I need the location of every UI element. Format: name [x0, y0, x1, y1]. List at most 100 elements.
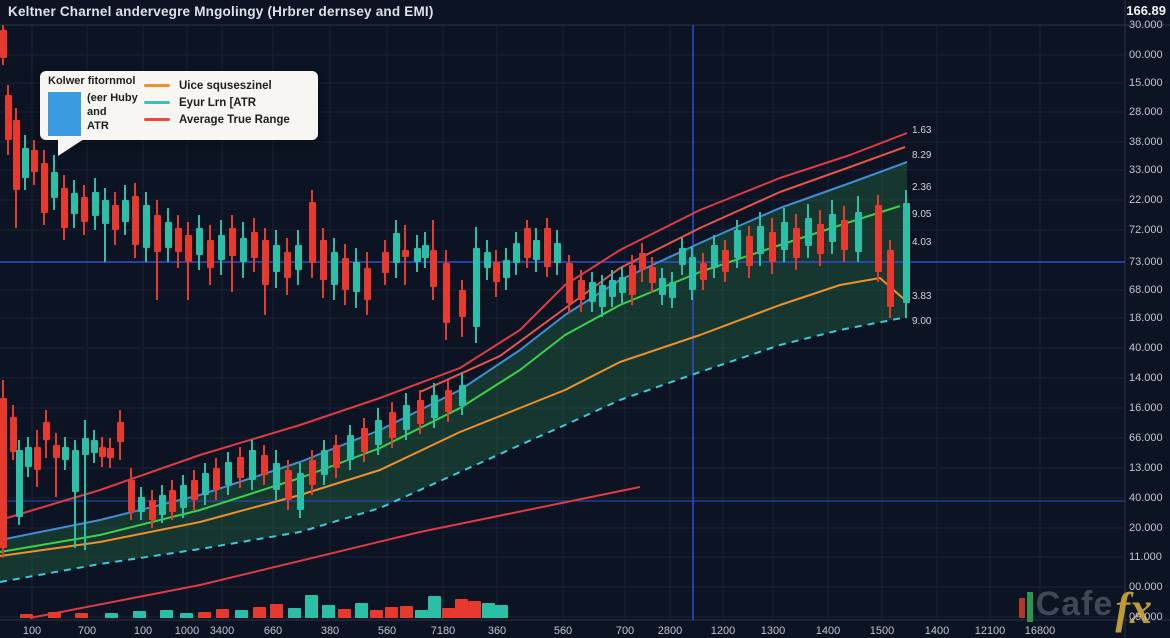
volume-bar: [415, 610, 428, 618]
candle-body: [184, 235, 192, 262]
legend-item[interactable]: Average True Range: [144, 111, 290, 128]
candle-body: [261, 240, 269, 285]
legend-item[interactable]: Eyur Lrn [ATR: [144, 94, 290, 111]
volume-bar: [198, 612, 211, 618]
time-axis-label: 100: [22, 625, 42, 637]
candle-body: [201, 473, 209, 495]
candle-body: [374, 420, 382, 445]
candle-body: [137, 497, 145, 512]
last-price-value: 166.89: [1126, 3, 1166, 18]
candle-body: [116, 422, 124, 442]
time-axis-label: 360: [487, 625, 507, 637]
time-axis-label: 7180: [430, 625, 456, 637]
candle-body: [42, 422, 50, 440]
price-axis-label: 20.000: [1129, 522, 1163, 534]
green-upper-line: [0, 205, 901, 553]
volume-bar: [105, 613, 118, 618]
price-axis-label: 38.000: [1129, 136, 1163, 148]
candle-body: [444, 390, 452, 412]
volume-bar: [455, 599, 468, 618]
price-axis-label: 11.000: [1129, 551, 1162, 563]
price-axis-label: 68.000: [1129, 284, 1163, 296]
candle-body: [840, 220, 848, 250]
candle-body: [710, 245, 718, 268]
candle-body: [341, 258, 349, 290]
volume-bar: [338, 609, 351, 618]
candle-body: [512, 243, 520, 263]
candle-body: [523, 228, 531, 258]
candle-body: [678, 248, 686, 265]
candle-body: [352, 262, 360, 292]
time-axis-label: 380: [320, 625, 340, 637]
legend-line-icon: [144, 101, 170, 104]
price-callout-label: 3.83: [912, 291, 932, 302]
candle-body: [792, 228, 800, 258]
candle-body: [15, 450, 23, 517]
candle-body: [195, 228, 203, 255]
candle-body: [70, 193, 78, 214]
candle-body: [272, 245, 280, 272]
candle-body: [874, 205, 882, 272]
candle-body: [131, 196, 139, 245]
price-axis-label: 09.000: [1129, 611, 1163, 623]
volume-bar: [253, 607, 266, 618]
candle-body: [401, 250, 409, 257]
time-axis-label: 1400: [815, 625, 841, 637]
candle-body: [52, 445, 60, 458]
candle-body: [50, 172, 58, 198]
price-axis[interactable]: 166.89 30.000 00.000 15.000 28.000 38.000 33.…: [1125, 0, 1170, 638]
legend-line-icon: [144, 118, 170, 121]
price-axis-label: 18.000: [1129, 312, 1163, 324]
time-axis-label: 1000: [174, 625, 200, 637]
candle-body: [164, 222, 172, 248]
price-axis-label: 33.000: [1129, 164, 1163, 176]
legend-item[interactable]: Uice squseszinel: [144, 77, 290, 94]
candle-body: [648, 267, 656, 283]
candle-body: [106, 448, 114, 458]
time-axis-label: 1200: [710, 625, 736, 637]
candle-body: [532, 240, 540, 260]
candle-body: [381, 252, 389, 273]
price-axis-label: 30.000: [1129, 19, 1163, 31]
candle-body: [346, 435, 354, 460]
indicator-legend-tooltip: Kolwer fitornmol (eer Huby and ATR Uice …: [40, 71, 318, 156]
time-axis[interactable]: 100 700 100 1000 3400 660 380 560 7180 360 560 700 2…: [0, 620, 1170, 638]
candle-body: [332, 445, 340, 468]
candle-body: [543, 228, 551, 267]
candle-body: [158, 495, 166, 515]
candle-body: [902, 203, 910, 303]
candle-body: [319, 240, 327, 280]
candle-body: [224, 462, 232, 485]
atr-red-upper-line: [0, 132, 908, 521]
candle-body: [60, 188, 68, 228]
candle-body: [392, 233, 400, 263]
time-axis-label: 2800: [657, 625, 683, 637]
time-axis-label: 660: [263, 625, 283, 637]
volume-bar: [400, 606, 413, 618]
candle-body: [745, 236, 753, 266]
candle-body: [174, 228, 182, 252]
candle-body: [260, 455, 268, 475]
keltner-channel-fill: [0, 162, 907, 582]
candle-body: [588, 282, 596, 302]
volume-bar: [305, 595, 318, 618]
candle-body: [458, 385, 466, 406]
candle-body: [458, 290, 466, 317]
candle-body: [618, 277, 626, 293]
candle-body: [816, 224, 824, 254]
candle-body: [429, 250, 437, 287]
legend-item-label: Average True Range: [179, 113, 290, 126]
candle-body: [168, 490, 176, 512]
candle-body: [111, 205, 119, 230]
volume-bar: [180, 613, 193, 618]
candle-body: [780, 222, 788, 250]
volume-bar: [370, 610, 383, 618]
candle-body: [553, 243, 561, 263]
time-axis-label: 700: [77, 625, 97, 637]
candle-body: [24, 447, 32, 467]
price-axis-label: 22.000: [1129, 194, 1163, 206]
volume-bar: [216, 609, 229, 618]
legend-subtitle: (eer Huby and ATR: [87, 92, 138, 132]
price-axis-label: 40.000: [1129, 492, 1163, 504]
